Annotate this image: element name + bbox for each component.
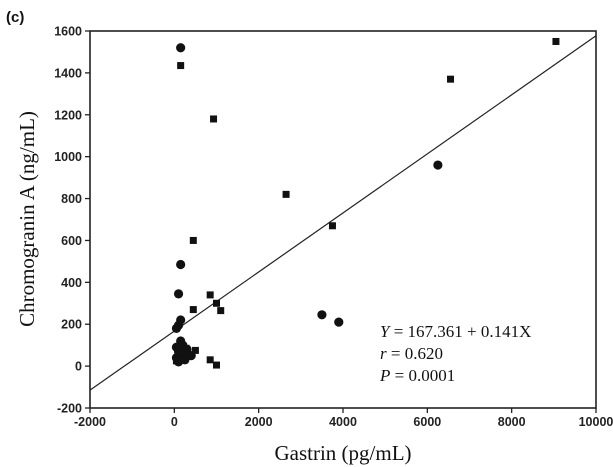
square-point <box>282 190 290 198</box>
y-tick-label: 0 <box>75 360 82 374</box>
square-point <box>189 236 197 244</box>
y-tick-label: 1400 <box>54 66 82 80</box>
annotation-line: Y = 167.361 + 0.141X <box>380 322 531 341</box>
x-tick-label: 10000 <box>579 415 613 429</box>
circle-point <box>173 289 184 299</box>
x-tick-label: -2000 <box>74 415 106 429</box>
regression-stats: Y = 167.361 + 0.141X r = 0.620 P = 0.0001 <box>379 322 531 385</box>
square-point <box>217 307 225 315</box>
axis-ticks: -2000 0 2000 4000 6000 8000 10000-200020040060… <box>54 25 613 430</box>
x-tick-label: 2000 <box>245 415 273 429</box>
annotation-line: P = 0.0001 <box>379 366 455 385</box>
square-point <box>328 222 336 230</box>
square-point <box>552 37 560 45</box>
y-tick-label: 400 <box>61 276 82 290</box>
circle-point <box>433 160 443 170</box>
circle-point <box>171 323 182 334</box>
square-point <box>206 356 214 364</box>
y-tick-label: 1200 <box>54 108 82 122</box>
annotation-line: r = 0.620 <box>380 344 443 363</box>
square-point <box>213 299 220 307</box>
square-point <box>206 291 214 299</box>
y-tick-label: 600 <box>61 234 82 248</box>
square-point <box>177 62 185 70</box>
x-axis-title: Gastrin (pg/mL) <box>274 441 411 465</box>
square-point <box>447 75 455 83</box>
data-points <box>171 37 560 369</box>
y-axis-title: Chromogranin A (ng/mL) <box>15 111 39 327</box>
panel-label: (c) <box>6 9 24 26</box>
x-tick-label: 8000 <box>498 415 526 429</box>
square-point <box>189 306 197 314</box>
x-tick-label: 6000 <box>413 415 441 429</box>
circle-point <box>176 259 186 270</box>
circle-point <box>173 357 184 367</box>
circle-point <box>334 317 344 327</box>
square-point <box>191 346 199 354</box>
plot-area <box>89 30 597 409</box>
y-tick-label: 200 <box>61 318 82 332</box>
y-tick-label: 800 <box>61 192 82 206</box>
x-tick-label: 0 <box>171 415 178 429</box>
circle-point <box>176 43 186 53</box>
square-point <box>213 361 220 369</box>
y-tick-label: 1600 <box>54 25 82 39</box>
x-tick-label: 4000 <box>329 415 357 429</box>
square-point <box>210 115 218 123</box>
circle-point <box>317 310 327 320</box>
y-tick-label: -200 <box>57 402 82 416</box>
y-tick-label: 1000 <box>54 150 82 164</box>
plot-frame <box>89 30 597 409</box>
